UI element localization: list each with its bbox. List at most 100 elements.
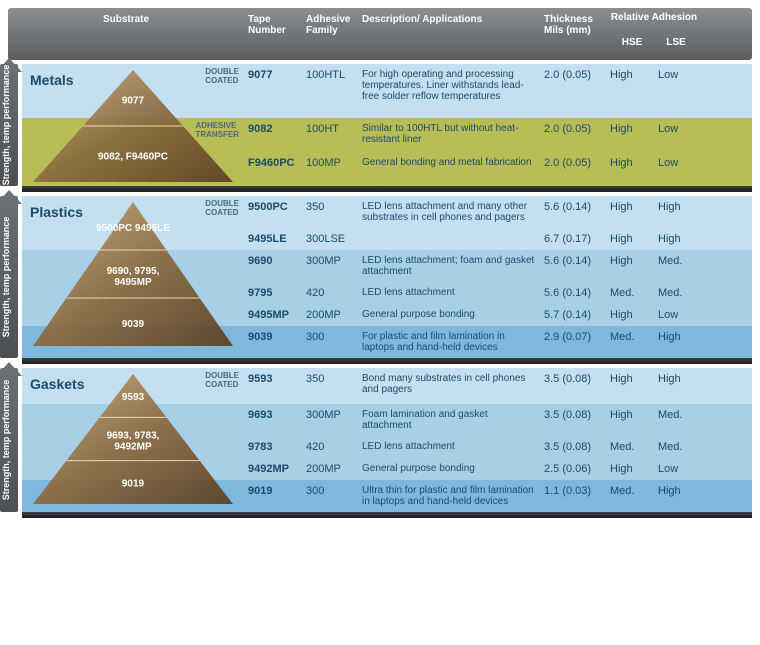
section-body: Plastics DOUBLECOATED 9500PC350 LED lens at… [22, 196, 752, 358]
cell-description: General purpose bonding [358, 304, 540, 326]
coating-label: ADHESIVETRANSFER [195, 122, 239, 140]
cell-hse: Med. [606, 480, 654, 512]
arrow-label: Strength, temp performance [1, 65, 11, 186]
cell-description: LED lens attachment [358, 436, 540, 458]
cell-hse: High [606, 368, 654, 404]
pyramid-tier-label: 9077 [122, 96, 145, 107]
substrate-name: Metals [30, 72, 74, 88]
header-substrate: Substrate [8, 8, 244, 60]
cell-tape-number: 9492MP [244, 458, 302, 480]
cell-adhesive-family: 300 [302, 326, 358, 358]
header-desc: Description/ Applications [358, 8, 540, 60]
header-row: Substrate Tape Number Adhesive Family De… [8, 8, 752, 60]
cell-adhesive-family: 300 [302, 480, 358, 512]
cell-thickness: 3.5 (0.08) [540, 368, 606, 404]
cell-description: For high operating and processing temper… [358, 64, 540, 118]
cell-description: LED lens attachment [358, 282, 540, 304]
cell-lse: Low [654, 64, 702, 118]
section-metals: Strength, temp performanceMetalsDOUBLECO… [8, 64, 752, 186]
pyramid-tier-label: 9039 [122, 319, 145, 330]
header-hse: HSE [610, 31, 654, 54]
coating-label: DOUBLECOATED [205, 372, 239, 390]
cell-description [358, 228, 540, 250]
header-adhesion: Relative Adhesion HSE LSE [606, 8, 702, 60]
cell-thickness: 1.1 (0.03) [540, 480, 606, 512]
cell-adhesive-family: 100MP [302, 152, 358, 186]
cell-thickness: 5.6 (0.14) [540, 250, 606, 282]
divider-bar [22, 186, 752, 192]
cell-thickness: 5.6 (0.14) [540, 196, 606, 228]
cell-adhesive-family: 300MP [302, 250, 358, 282]
cell-adhesive-family: 300LSE [302, 228, 358, 250]
header-tape: Tape Number [244, 8, 302, 60]
section-body: MetalsDOUBLECOATED9077100HTLFor high ope… [22, 64, 752, 186]
cell-hse: High [606, 404, 654, 436]
cell-adhesive-family: 350 [302, 196, 358, 228]
pyramid-tier-label: 9082, F9460PC [98, 152, 168, 163]
cell-hse: High [606, 152, 654, 186]
arrow-label: Strength, temp performance [1, 380, 11, 501]
cell-thickness: 5.6 (0.14) [540, 282, 606, 304]
cell-tape-number: 9690 [244, 250, 302, 282]
header-lse: LSE [654, 31, 698, 54]
cell-tape-number: 9693 [244, 404, 302, 436]
header-thickness: Thickness Mils (mm) [540, 8, 606, 60]
cell-hse: High [606, 304, 654, 326]
cell-hse: Med. [606, 282, 654, 304]
cell-hse: High [606, 196, 654, 228]
cell-description: General purpose bonding [358, 458, 540, 480]
section-gaskets: Strength, temp performanceGasketsDOUBLEC… [8, 368, 752, 512]
cell-lse: Med. [654, 282, 702, 304]
cell-lse: High [654, 368, 702, 404]
cell-thickness: 3.5 (0.08) [540, 436, 606, 458]
cell-tape-number: F9460PC [244, 152, 302, 186]
header-adhesive: Adhesive Family [302, 8, 358, 60]
cell-hse: High [606, 118, 654, 152]
cell-adhesive-family: 200MP [302, 458, 358, 480]
cell-hse: Med. [606, 326, 654, 358]
cell-lse: High [654, 480, 702, 512]
divider-bar [22, 358, 752, 364]
cell-thickness: 5.7 (0.14) [540, 304, 606, 326]
cell-tape-number: 9019 [244, 480, 302, 512]
arrow-label: Strength, temp performance [1, 217, 11, 338]
cell-thickness: 6.7 (0.17) [540, 228, 606, 250]
coating-label: DOUBLECOATED [205, 200, 239, 218]
cell-tape-number: 9077 [244, 64, 302, 118]
cell-hse: High [606, 458, 654, 480]
cell-adhesive-family: 200MP [302, 304, 358, 326]
divider-bar [22, 512, 752, 518]
cell-thickness: 3.5 (0.08) [540, 404, 606, 436]
cell-tape-number: 9795 [244, 282, 302, 304]
cell-description: Foam lamination and gasket attachment [358, 404, 540, 436]
cell-adhesive-family: 100HT [302, 118, 358, 152]
cell-description: Bond many substrates in cell phones and … [358, 368, 540, 404]
cell-description: Similar to 100HTL but without heat-resis… [358, 118, 540, 152]
cell-tape-number: 9082 [244, 118, 302, 152]
cell-thickness: 2.9 (0.07) [540, 326, 606, 358]
cell-lse: Low [654, 118, 702, 152]
substrate-name: Gaskets [30, 376, 84, 392]
cell-adhesive-family: 100HTL [302, 64, 358, 118]
pyramid-tier-label: 9500PC 9495LE [96, 223, 170, 234]
cell-lse: Low [654, 458, 702, 480]
arrow-head-icon [0, 190, 22, 204]
cell-adhesive-family: 300MP [302, 404, 358, 436]
coating-label: DOUBLECOATED [205, 68, 239, 86]
cell-tape-number: 9500PC [244, 196, 302, 228]
cell-lse: High [654, 196, 702, 228]
cell-hse: High [606, 250, 654, 282]
cell-description: Ultra thin for plastic and film laminati… [358, 480, 540, 512]
cell-tape-number: 9495MP [244, 304, 302, 326]
cell-tape-number: 9783 [244, 436, 302, 458]
substrate-name: Plastics [30, 204, 83, 220]
arrow-head-icon [0, 362, 22, 376]
cell-tape-number: 9593 [244, 368, 302, 404]
cell-hse: High [606, 228, 654, 250]
sections: Strength, temp performanceMetalsDOUBLECO… [8, 64, 752, 518]
cell-thickness: 2.0 (0.05) [540, 118, 606, 152]
section-plastics: Strength, temp performancePlasticsDOUBLE… [8, 196, 752, 358]
cell-tape-number: 9495LE [244, 228, 302, 250]
cell-thickness: 2.0 (0.05) [540, 64, 606, 118]
cell-adhesive-family: 420 [302, 282, 358, 304]
